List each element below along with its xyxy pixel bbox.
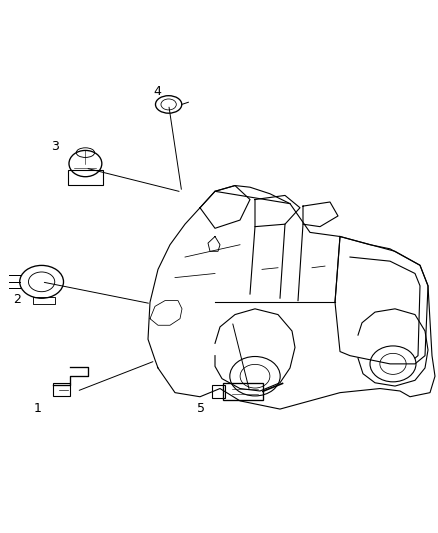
- Bar: [223, 383, 263, 400]
- Bar: [212, 385, 225, 398]
- Text: 4: 4: [154, 85, 162, 98]
- Text: 1: 1: [33, 402, 41, 415]
- Text: 2: 2: [13, 293, 21, 306]
- Bar: [53, 383, 70, 395]
- Text: 3: 3: [51, 140, 59, 152]
- Text: 5: 5: [198, 402, 205, 415]
- Bar: [68, 170, 103, 185]
